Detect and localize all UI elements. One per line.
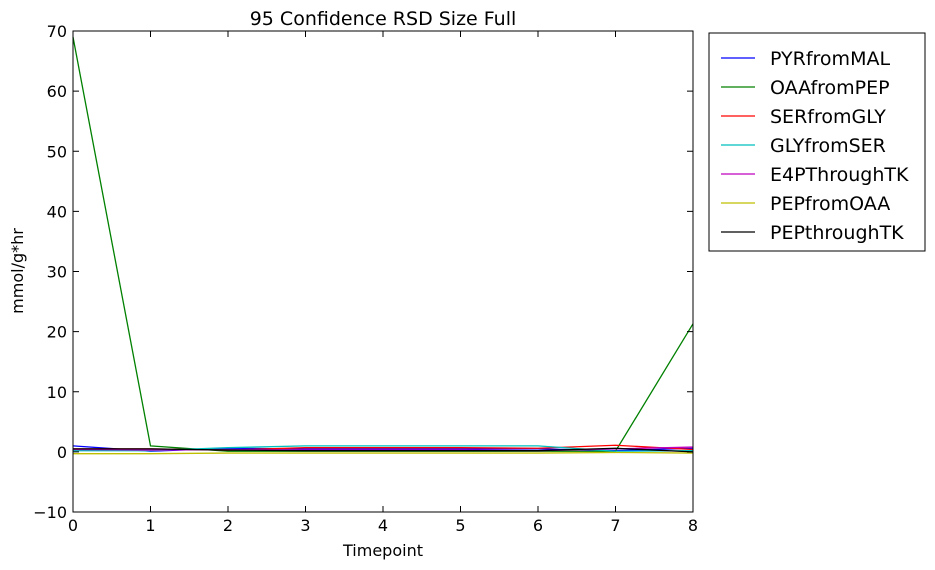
- y-tick-label: 20: [47, 323, 67, 342]
- series-line-pepfromoaa: [73, 451, 694, 455]
- series-layer: [72, 36, 694, 455]
- y-tick-label: 40: [47, 202, 67, 221]
- y-tick-label: 30: [47, 263, 67, 282]
- x-tick-label: 5: [455, 516, 465, 535]
- y-tick-label: 50: [47, 142, 67, 161]
- x-tick-label: 0: [68, 516, 78, 535]
- x-tick-label: 3: [300, 516, 310, 535]
- y-tick-label: 70: [47, 22, 67, 41]
- y-axis-label: mmol/g*hr: [8, 228, 27, 314]
- x-tick-label: 7: [610, 516, 620, 535]
- x-tick-label: 8: [688, 516, 698, 535]
- x-axis-label: Timepoint: [342, 541, 423, 560]
- legend: PYRfromMAL OAAfromPEP SERfromGLY GLYfromSER…: [708, 32, 926, 252]
- legend-label-serfromgly: SERfromGLY: [770, 106, 886, 128]
- series-line-oaafrompep: [72, 36, 694, 452]
- legend-label-oaafrompep: OAAfromPEP: [770, 77, 890, 99]
- y-tick-label: −10: [33, 503, 67, 522]
- legend-label-pepthroughtk: PEPthroughTK: [770, 222, 904, 244]
- x-tick-label: 1: [145, 516, 155, 535]
- x-tick-label: 6: [533, 516, 543, 535]
- y-tick-label: 60: [47, 82, 67, 101]
- y-tick-label: 10: [47, 383, 67, 402]
- chart-title: 95 Confidence RSD Size Full: [250, 8, 517, 30]
- legend-frame: [708, 32, 926, 252]
- legend-label-pyrfrommal: PYRfromMAL: [770, 48, 890, 70]
- legend-label-e4pthroughtk: E4PThroughTK: [770, 164, 909, 186]
- x-tick-label: 4: [378, 516, 388, 535]
- series-line-pepthroughtk: [73, 447, 694, 453]
- legend-label-pepfromoaa: PEPfromOAA: [770, 193, 890, 215]
- y-tick-label: 0: [57, 443, 67, 462]
- legend-label-glyfromser: GLYfromSER: [770, 135, 886, 157]
- plot-frame: [72, 30, 694, 513]
- x-tick-label: 2: [223, 516, 233, 535]
